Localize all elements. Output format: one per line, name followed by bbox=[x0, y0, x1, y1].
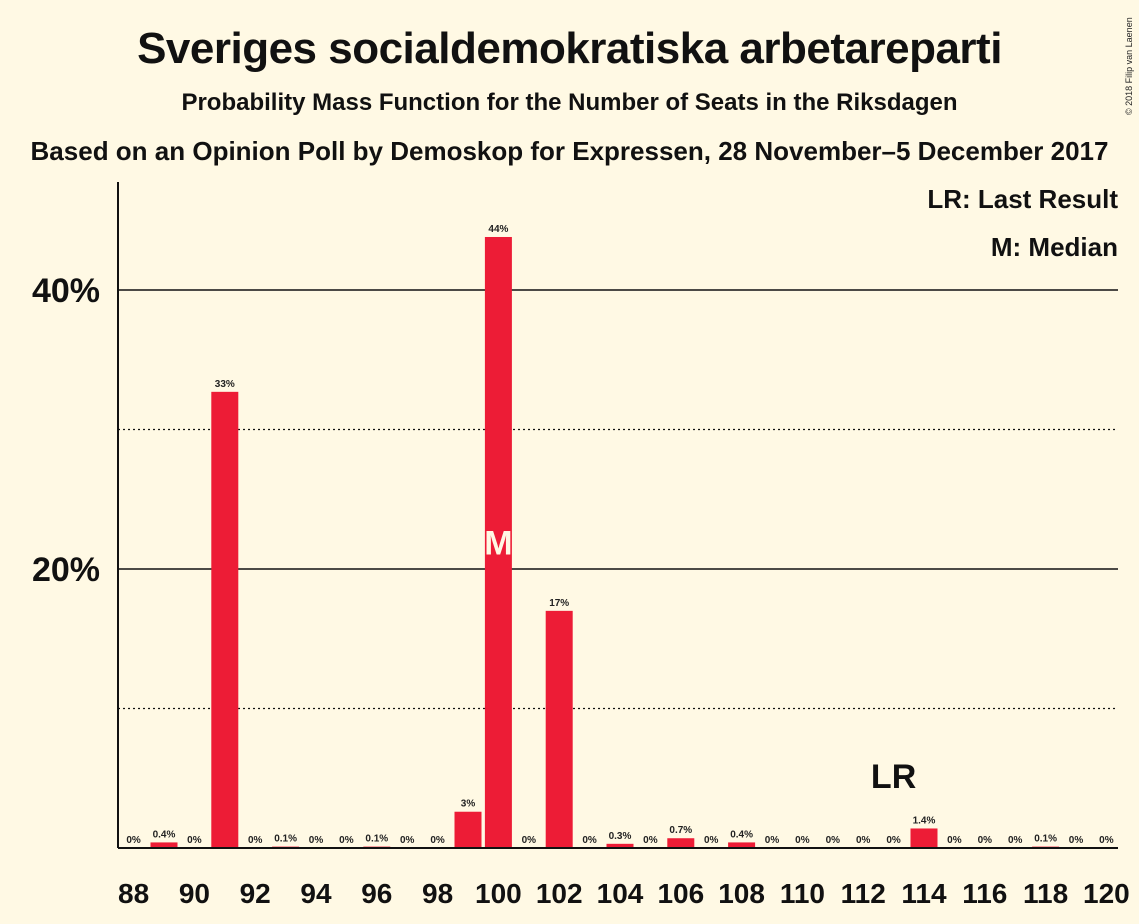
value-label-seat-96: 0.1% bbox=[365, 834, 388, 845]
value-label-seat-109: 0% bbox=[765, 835, 780, 846]
x-tick-label-104: 104 bbox=[597, 878, 644, 909]
x-tick-label-102: 102 bbox=[536, 878, 583, 909]
x-tick-label-114: 114 bbox=[901, 878, 947, 909]
value-label-seat-112: 0% bbox=[856, 835, 871, 846]
value-label-seat-118: 0.1% bbox=[1034, 834, 1057, 845]
chart-subtitle: Probability Mass Function for the Number… bbox=[181, 89, 958, 116]
x-tick-label-106: 106 bbox=[657, 878, 704, 909]
value-label-seat-102: 17% bbox=[549, 598, 569, 609]
x-tick-label-108: 108 bbox=[718, 878, 765, 909]
value-label-seat-100: 44% bbox=[488, 224, 508, 235]
x-tick-label-116: 116 bbox=[962, 878, 1007, 909]
bar-seat-102 bbox=[545, 610, 573, 848]
value-label-seat-89: 0.4% bbox=[153, 829, 176, 840]
median-marker: M bbox=[484, 524, 512, 562]
chart-title: Sveriges socialdemokratiska arbetarepart… bbox=[137, 24, 1002, 73]
value-label-seat-101: 0% bbox=[522, 835, 537, 846]
value-label-seat-117: 0% bbox=[1008, 835, 1023, 846]
x-tick-label-90: 90 bbox=[179, 878, 210, 909]
last-result-marker: LR bbox=[871, 758, 916, 796]
value-label-seat-108: 0.4% bbox=[730, 829, 753, 840]
value-label-seat-115: 0% bbox=[947, 835, 962, 846]
gridlines bbox=[118, 289, 1118, 710]
value-label-seat-90: 0% bbox=[187, 835, 202, 846]
bar-seat-108 bbox=[728, 842, 756, 848]
x-tick-label-100: 100 bbox=[475, 878, 522, 909]
bars-group bbox=[150, 236, 1060, 849]
bar-seat-106 bbox=[667, 838, 695, 848]
bar-seat-104 bbox=[606, 843, 634, 848]
bar-seat-89 bbox=[150, 842, 178, 848]
legend-last-result: LR: Last Result bbox=[927, 184, 1118, 214]
value-label-seat-107: 0% bbox=[704, 835, 719, 846]
value-label-seat-116: 0% bbox=[978, 835, 993, 846]
value-label-seat-114: 1.4% bbox=[913, 815, 936, 826]
y-tick-label-40: 40% bbox=[32, 272, 100, 310]
bar-seat-91 bbox=[211, 391, 239, 848]
bar-seat-114 bbox=[910, 828, 938, 848]
x-tick-label-96: 96 bbox=[361, 878, 392, 909]
x-tick-label-118: 118 bbox=[1023, 878, 1068, 909]
x-tick-label-120: 120 bbox=[1083, 878, 1130, 909]
axes-group: 88 90 92 94 96 98 100 102 104 106 108 110 112 114 116 1… bbox=[32, 182, 1130, 909]
bar-seat-100 bbox=[484, 236, 512, 849]
chart-source-note: Based on an Opinion Poll by Demoskop for… bbox=[30, 136, 1109, 166]
value-label-seat-106: 0.7% bbox=[669, 825, 692, 836]
value-label-seat-104: 0.3% bbox=[609, 831, 632, 842]
value-label-seat-95: 0% bbox=[339, 835, 354, 846]
value-label-seat-119: 0% bbox=[1069, 835, 1084, 846]
value-labels-group: 0% 0.4% 0% 33% 0% 0.1% 0% 0% 0.1% 0% 0% 3% 44% 0% 17% 0… bbox=[126, 224, 1113, 846]
markers-group: M LR bbox=[484, 524, 916, 796]
value-label-seat-98: 0% bbox=[430, 835, 445, 846]
value-label-seat-92: 0% bbox=[248, 835, 263, 846]
bar-seat-99 bbox=[454, 811, 482, 848]
x-tick-label-94: 94 bbox=[300, 878, 332, 909]
value-label-seat-120: 0% bbox=[1099, 835, 1114, 846]
value-label-seat-91: 33% bbox=[215, 379, 235, 390]
x-tick-label-88: 88 bbox=[118, 878, 149, 909]
x-tick-label-98: 98 bbox=[422, 878, 453, 909]
value-label-seat-113: 0% bbox=[886, 835, 901, 846]
y-tick-label-20: 20% bbox=[32, 551, 100, 589]
x-tick-label-110: 110 bbox=[780, 878, 825, 909]
legend-median: M: Median bbox=[990, 232, 1118, 262]
value-label-seat-103: 0% bbox=[582, 835, 597, 846]
value-label-seat-94: 0% bbox=[309, 835, 324, 846]
value-label-seat-111: 0% bbox=[826, 835, 841, 846]
value-label-seat-110: 0% bbox=[795, 835, 810, 846]
value-label-seat-97: 0% bbox=[400, 835, 415, 846]
value-label-seat-99: 3% bbox=[461, 799, 476, 810]
x-tick-label-112: 112 bbox=[841, 878, 886, 909]
x-tick-label-92: 92 bbox=[240, 878, 271, 909]
value-label-seat-105: 0% bbox=[643, 835, 658, 846]
value-label-seat-93: 0.1% bbox=[274, 834, 297, 845]
value-label-seat-88: 0% bbox=[126, 835, 141, 846]
